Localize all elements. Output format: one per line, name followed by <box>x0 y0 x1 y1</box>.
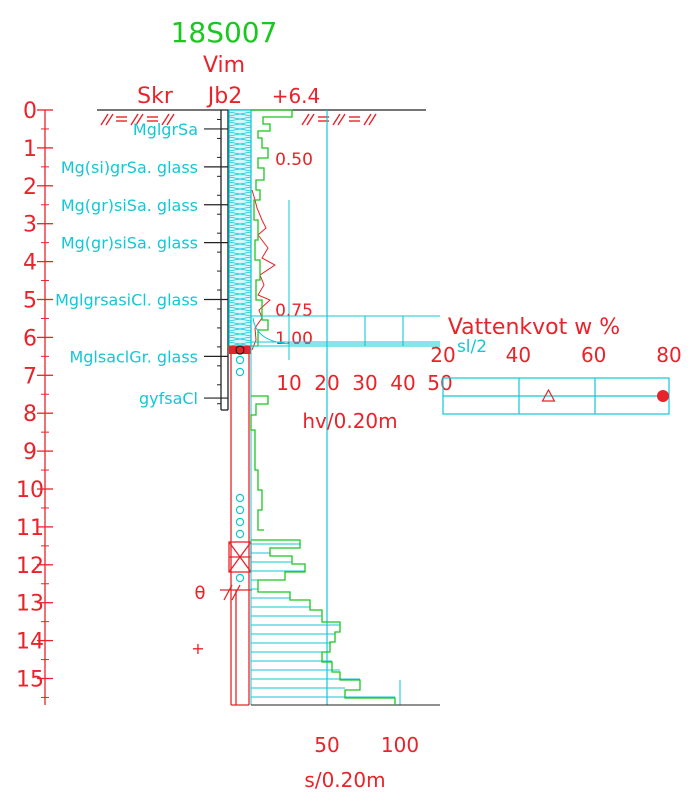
hv-annotation-050: 0.50 <box>275 150 313 170</box>
hv-profile-curve <box>251 189 276 351</box>
hv-tick-label: 10 <box>276 371 301 395</box>
soil-column <box>228 109 252 355</box>
elevation-label: +6.4 <box>272 84 321 108</box>
skr-column <box>220 110 229 411</box>
depth-label: 7 <box>23 364 37 389</box>
wc-tick-label: 80 <box>656 343 681 367</box>
depth-label: 3 <box>23 213 37 238</box>
hv-tick-labels: 10 20 30 40 50 <box>276 371 452 395</box>
depth-label: 1 <box>23 137 37 162</box>
s-tick-label: 100 <box>381 733 419 757</box>
water-content-points <box>541 388 669 402</box>
depth-label: 9 <box>23 440 37 465</box>
depth-label: 12 <box>16 554 44 579</box>
wc-tick-label: 40 <box>506 343 531 367</box>
soil-layer-label: Mg(si)grSa. glass <box>61 158 198 177</box>
water-content-tick-labels: 20 40 60 80 <box>430 343 681 367</box>
rod-extension-left <box>220 584 252 705</box>
hv-gridlines <box>250 110 440 706</box>
depth-label: 0 <box>23 99 37 124</box>
hv-reference-lines <box>251 315 440 347</box>
water-content-box <box>442 377 670 415</box>
soil-layer-label: MglsaclGr. glass <box>69 347 198 366</box>
hv-tick-label: 50 <box>427 371 452 395</box>
wc-tick-label: 60 <box>581 343 606 367</box>
wc-point-dot <box>657 390 669 402</box>
col-jb2-label: Jb2 <box>206 84 242 109</box>
soil-layer-label: gyfsaCl <box>139 389 198 408</box>
hv-tick-label: 40 <box>390 371 415 395</box>
sl-label: sl/2 <box>457 337 487 357</box>
soil-layer-label: Mg(gr)siSa. glass <box>61 234 198 253</box>
depth-label: 8 <box>23 402 37 427</box>
depth-label: 6 <box>23 326 37 351</box>
wc-tick-label: 20 <box>430 343 455 367</box>
surface-hatch-right <box>301 113 377 126</box>
wc-point-triangle <box>541 388 556 402</box>
s-tick-labels: 50 100 <box>314 733 419 757</box>
hv-annotation-075: 0.75 <box>275 301 313 321</box>
rod-circle <box>235 493 245 503</box>
rod-circle <box>235 517 245 527</box>
sounding-rod <box>228 354 252 706</box>
penetration-steps-upper <box>251 109 293 347</box>
hv-tick-label: 30 <box>352 371 377 395</box>
depth-label: 11 <box>16 516 44 541</box>
method-label: Vim <box>203 53 245 78</box>
water-level-circle <box>235 345 245 355</box>
s-tick-label: 50 <box>314 733 339 757</box>
rod-circle <box>235 367 245 377</box>
hv-tick-label: 20 <box>314 371 339 395</box>
depth-label: 4 <box>23 251 37 276</box>
layer-tick-marks <box>204 118 228 405</box>
s-axis-label: s/0.20m <box>304 768 385 792</box>
soil-layer-labels: MglgrSa Mg(si)grSa. glass Mg(gr)siSa. glas… <box>55 120 198 408</box>
depth-label: 10 <box>16 478 44 503</box>
water-content-title: Vattenkvot w % <box>448 315 620 340</box>
penetration-steps-mid <box>250 395 269 531</box>
soil-layer-label: MglgrsasiCl. glass <box>55 291 198 310</box>
rod-circle <box>235 505 245 515</box>
soil-layer-label: Mg(gr)siSa. glass <box>61 196 198 215</box>
depth-label: 15 <box>16 668 44 693</box>
hv-axis-label: hv/0.20m <box>302 409 397 433</box>
depth-label: 14 <box>16 630 44 655</box>
col-skr-label: Skr <box>137 84 174 109</box>
surface-hatch-left <box>100 113 175 126</box>
depth-label: 2 <box>23 175 37 200</box>
s-profile-outline <box>251 539 396 705</box>
borehole-id: 18S007 <box>171 16 278 49</box>
depth-label: 13 <box>16 592 44 617</box>
plus-symbol: + <box>191 639 204 658</box>
theta-symbol: θ <box>194 583 205 604</box>
rod-circle <box>235 573 245 583</box>
rod-circle <box>235 355 245 365</box>
rod-sample-circles <box>235 355 245 583</box>
soil-layer-label: MglgrSa <box>133 120 198 139</box>
depth-label: 5 <box>23 289 37 314</box>
water-level-band <box>229 346 251 354</box>
s-profile-bars <box>251 543 395 698</box>
rod-circle <box>235 529 245 539</box>
